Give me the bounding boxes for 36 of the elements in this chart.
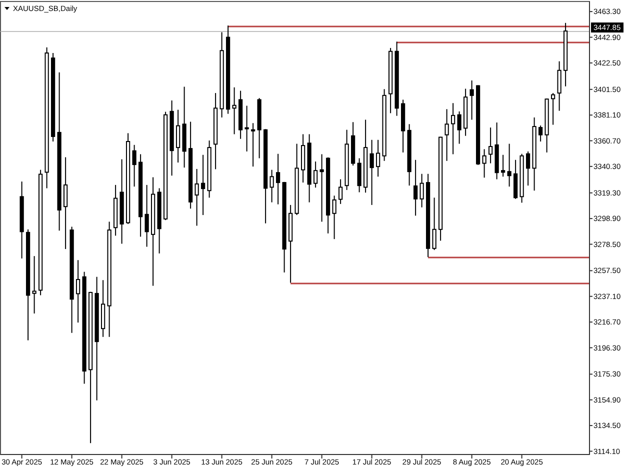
candlestick [482, 148, 486, 178]
candlestick [550, 92, 556, 126]
candlestick [332, 195, 336, 240]
candlestick [250, 122, 256, 168]
candlestick [557, 60, 562, 112]
candlestick [420, 173, 424, 208]
candlestick [413, 159, 418, 216]
candlestick [450, 102, 456, 155]
candlestick [200, 154, 206, 216]
candlestick [444, 108, 449, 162]
candlestick [132, 144, 136, 188]
candlestick [357, 158, 362, 193]
candlestick [244, 105, 249, 152]
candlestick [526, 150, 530, 186]
candlestick [194, 168, 199, 226]
candlestick [457, 110, 462, 144]
candlestick [63, 156, 68, 250]
candlestick [338, 178, 343, 204]
candlestick [76, 260, 80, 324]
candlestick [32, 256, 36, 314]
candlestick [276, 153, 280, 205]
candlestick [320, 154, 324, 222]
candlestick [488, 127, 493, 164]
candlestick [313, 161, 318, 188]
candlestick [176, 109, 180, 164]
candlestick [376, 139, 380, 178]
candlestick [270, 169, 274, 203]
candlestick [232, 86, 236, 135]
candlestick [513, 159, 518, 200]
candlestick [507, 143, 512, 188]
candlestick [538, 125, 543, 142]
candlestick [144, 184, 149, 248]
candlestick [370, 139, 374, 206]
candlestick [432, 197, 436, 251]
candlestick [500, 154, 506, 178]
candlestick [470, 80, 474, 120]
